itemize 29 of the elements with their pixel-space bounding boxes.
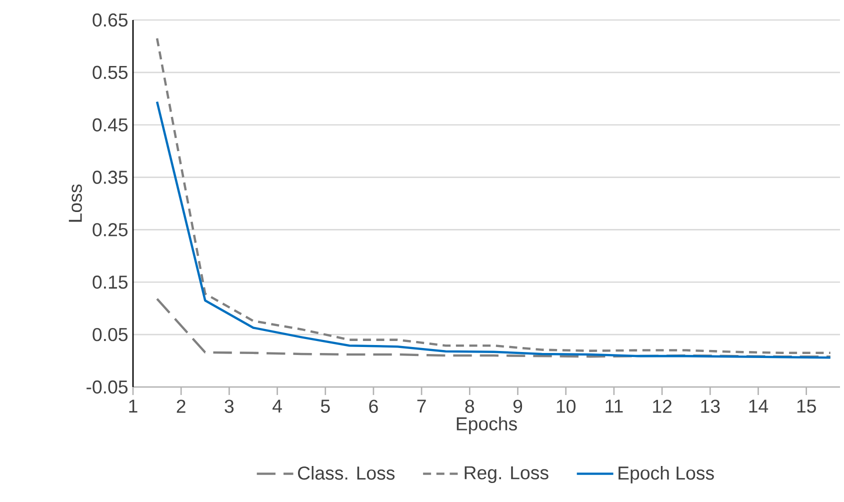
y-axis-title: Loss [68, 184, 82, 222]
x-tick-label: 15 [797, 400, 816, 413]
x-tick-label: 11 [606, 400, 623, 413]
x-tick-label: 14 [749, 400, 768, 413]
x-axis-title: Epochs [456, 416, 517, 434]
x-tick-label: 12 [653, 400, 672, 413]
legend-label: Epoch Loss [618, 466, 714, 484]
legend-label: Reg. Loss [464, 466, 548, 484]
y-tick-label: -0.05 [86, 380, 128, 394]
y-tick-label: 0.35 [92, 170, 128, 184]
x-tick-label: 3 [224, 400, 234, 413]
y-tick-label: 0.45 [92, 118, 128, 132]
legend-label: Class. Loss [298, 466, 395, 480]
line-series [156, 37, 832, 354]
x-tick-label: 7 [417, 400, 426, 413]
y-tick-label: 0.25 [92, 223, 128, 236]
y-tick-label: 0.05 [92, 328, 128, 342]
x-tick-label: 2 [176, 400, 186, 413]
y-tick-label: 0.55 [92, 66, 128, 80]
y-tick-label: 0.15 [92, 276, 128, 289]
x-tick-label: 1 [129, 400, 138, 413]
y-tick-label: 0.65 [92, 13, 128, 27]
x-tick-label: 5 [320, 400, 330, 413]
x-tick-label: 9 [513, 400, 522, 413]
x-tick-label: 10 [556, 400, 576, 413]
x-tick-label: 4 [272, 400, 282, 413]
x-tick-label: 8 [465, 400, 474, 413]
x-tick-label: 13 [701, 400, 720, 413]
x-tick-label: 6 [369, 400, 378, 413]
